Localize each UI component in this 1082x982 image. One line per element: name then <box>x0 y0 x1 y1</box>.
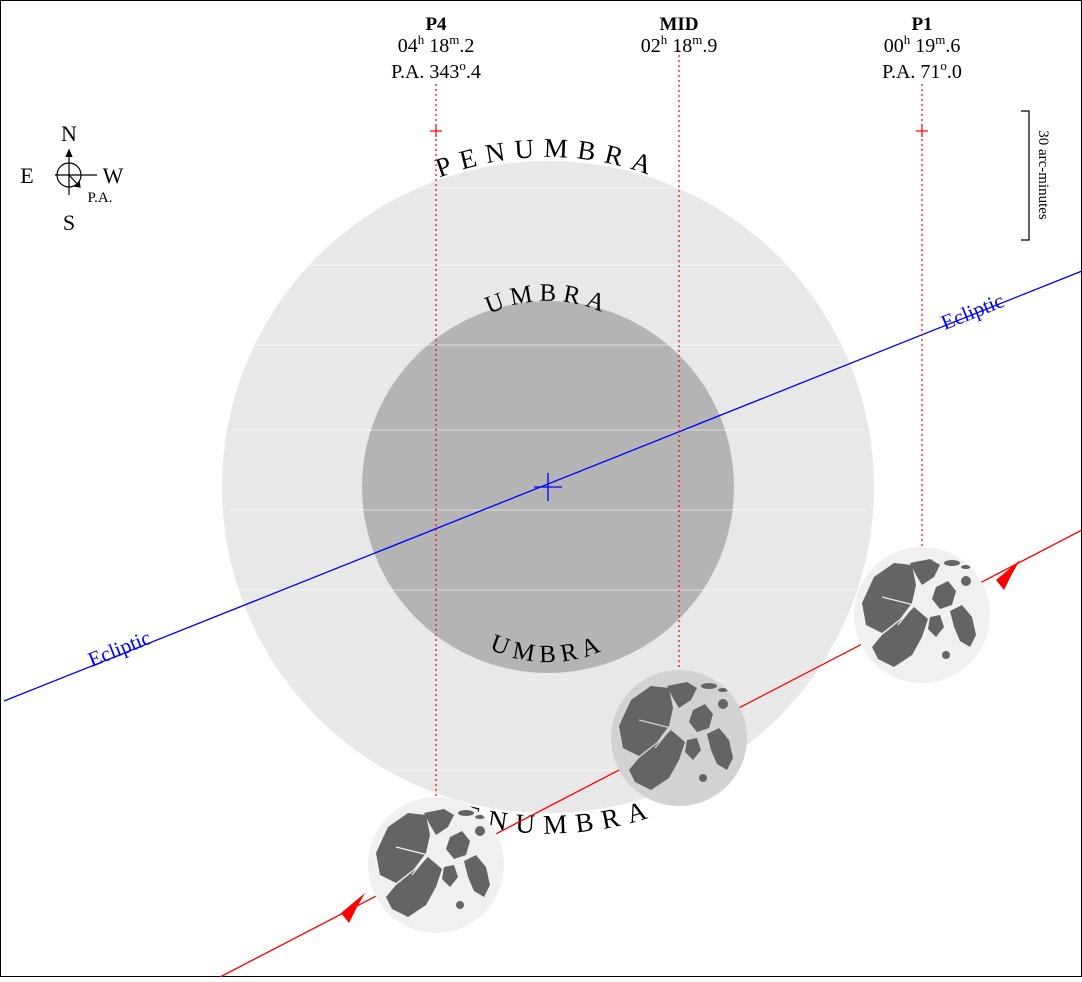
time-marker-lines <box>435 50 923 800</box>
ecliptic-label-right: Ecliptic <box>938 288 1008 334</box>
phase-label-p1: P1 00h 19m.6 P.A. 71o.0 <box>882 14 962 83</box>
scale-bar <box>1021 110 1030 241</box>
ecliptic-label-left: Ecliptic <box>85 625 155 671</box>
svg-text:P.A. 71o.0: P.A. 71o.0 <box>882 58 962 83</box>
compass-east: E <box>20 163 33 188</box>
moon-mid <box>611 670 747 806</box>
shadow-stripes <box>230 187 866 771</box>
svg-text:P4: P4 <box>425 14 447 35</box>
compass-north-arrow-icon <box>65 148 73 158</box>
phase-label-mid: MID 02h 18m.9 <box>641 14 718 57</box>
compass-north: N <box>61 121 77 146</box>
time-marker-crosses <box>430 125 928 137</box>
svg-text:04h 18m.2: 04h 18m.2 <box>398 32 475 57</box>
svg-text:00h 19m.6: 00h 19m.6 <box>884 32 961 57</box>
compass <box>55 148 97 195</box>
ecliptic-line <box>3 270 1082 702</box>
svg-text:MID: MID <box>659 14 698 35</box>
moon-p1 <box>854 547 990 683</box>
compass-west: W <box>103 163 124 188</box>
svg-text:02h 18m.9: 02h 18m.9 <box>641 32 718 57</box>
moon-path-arrow-lower <box>341 893 365 923</box>
moon-p4 <box>368 797 504 933</box>
svg-text:P.A. 343o.4: P.A. 343o.4 <box>391 58 481 83</box>
compass-south: S <box>63 210 75 235</box>
svg-text:P1: P1 <box>911 14 932 35</box>
scale-label: 30 arc-minutes <box>1035 130 1051 220</box>
phase-label-p4: P4 04h 18m.2 P.A. 343o.4 <box>391 14 481 83</box>
moon-path-arrow-upper <box>996 560 1020 590</box>
compass-pa: P.A. <box>87 190 112 206</box>
